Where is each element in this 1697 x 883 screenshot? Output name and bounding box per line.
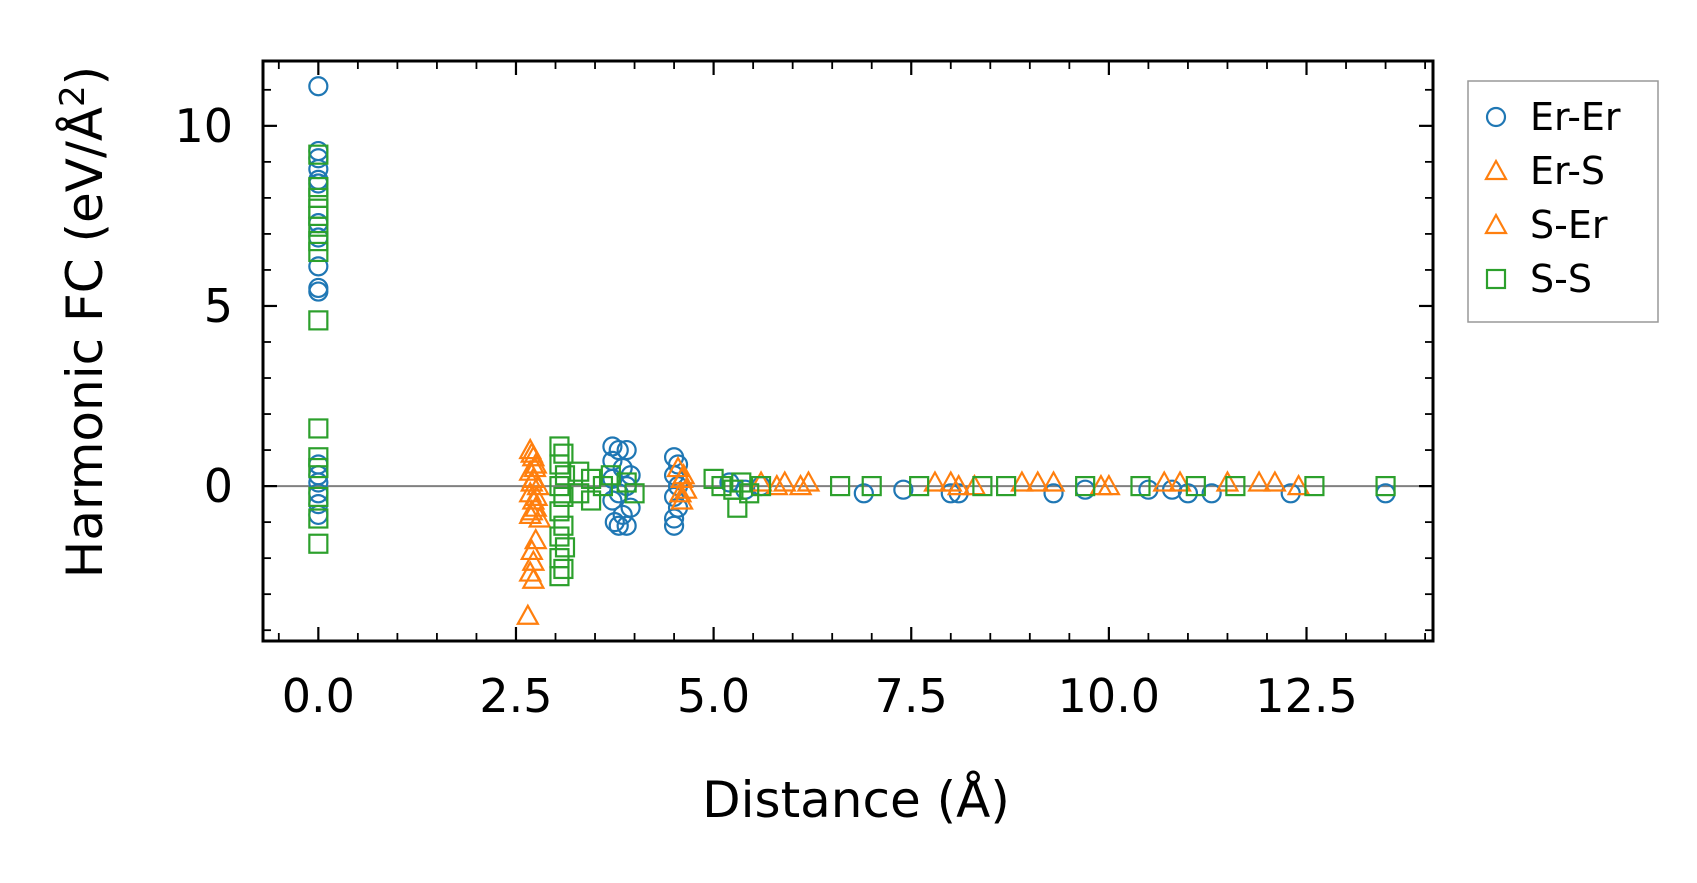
legend-label: Er-Er: [1530, 95, 1621, 139]
figure-background: [0, 0, 1697, 883]
x-tick-label: 10.0: [1058, 669, 1160, 723]
x-axis-label: Distance (Å): [702, 771, 1010, 829]
legend: Er-Er Er-S S-Er S-S: [1468, 81, 1658, 322]
y-tick-label: 10: [174, 99, 233, 153]
y-axis-label-superscript: 2: [53, 85, 93, 107]
x-tick-label: 7.5: [875, 669, 948, 723]
chart-figure: 0.0 2.5 5.0 7.5 10.0 12.5 0 5 10 Distance (Å) Ha…: [0, 0, 1697, 883]
legend-label: Er-S: [1530, 149, 1605, 193]
y-axis-label: Harmonic FC (eV/Å2): [53, 66, 114, 578]
legend-label: S-S: [1530, 257, 1592, 301]
y-tick-label: 5: [204, 279, 233, 333]
x-tick-label: 12.5: [1255, 669, 1357, 723]
x-tick-label: 0.0: [282, 669, 355, 723]
y-tick-label: 0: [204, 459, 233, 513]
legend-label: S-Er: [1530, 203, 1608, 247]
y-axis-label-main: Harmonic FC (eV/Å: [56, 107, 114, 578]
x-tick-label: 5.0: [677, 669, 750, 723]
x-tick-label: 2.5: [479, 669, 552, 723]
y-axis-label-close: ): [56, 66, 114, 86]
